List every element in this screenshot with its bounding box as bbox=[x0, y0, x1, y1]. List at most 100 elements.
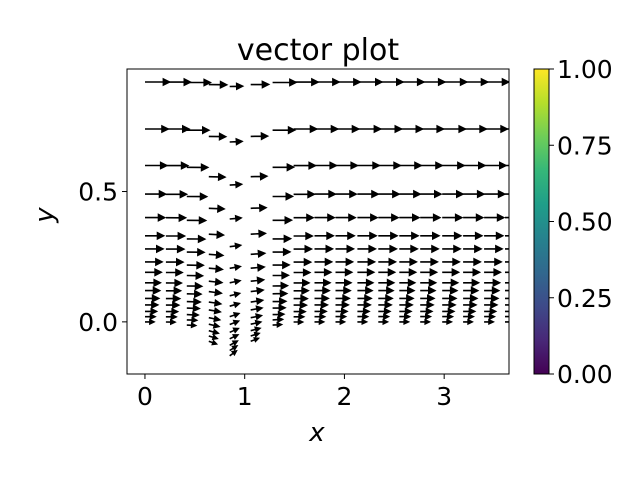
vector-arrow bbox=[463, 286, 480, 295]
vector-arrow bbox=[145, 231, 166, 241]
vector-arrow bbox=[165, 286, 183, 296]
vector-arrow bbox=[314, 231, 335, 241]
vector-arrow bbox=[505, 315, 509, 318]
vector-arrow bbox=[229, 278, 242, 286]
vector-arrow bbox=[335, 213, 357, 222]
vector-arrow bbox=[186, 78, 212, 87]
vector-arrow bbox=[399, 300, 414, 309]
vector-arrow bbox=[399, 124, 425, 134]
vector-arrow bbox=[145, 307, 159, 316]
vector-arrow bbox=[250, 326, 262, 333]
vector-arrow bbox=[484, 257, 503, 267]
vector-arrow bbox=[484, 213, 506, 222]
vector-arrow bbox=[186, 311, 200, 319]
vector-arrow bbox=[272, 281, 290, 291]
vector-arrow bbox=[463, 161, 487, 170]
vector-arrow bbox=[208, 80, 229, 89]
vector-arrow bbox=[378, 278, 396, 288]
vector-arrow bbox=[357, 77, 384, 87]
vector-arrow bbox=[505, 289, 509, 292]
vector-arrow bbox=[357, 307, 371, 316]
vector-arrow bbox=[314, 294, 330, 303]
vector-arrow bbox=[399, 189, 422, 199]
vector-arrow bbox=[314, 161, 338, 170]
vector-arrow bbox=[272, 260, 291, 270]
vector-arrow bbox=[250, 80, 271, 89]
x-tick-label: 3 bbox=[436, 382, 452, 411]
vector-arrow bbox=[378, 213, 400, 222]
vector-arrow bbox=[293, 244, 314, 254]
vector-arrow bbox=[442, 300, 457, 309]
vector-arrow bbox=[505, 297, 509, 300]
vector-arrow bbox=[145, 294, 161, 303]
vector-arrow bbox=[420, 189, 443, 199]
vector-arrow bbox=[293, 278, 311, 288]
vector-arrow bbox=[378, 231, 399, 241]
vector-arrow bbox=[250, 313, 264, 321]
vector-arrow bbox=[229, 214, 243, 223]
vector-arrow bbox=[335, 244, 356, 254]
vector-arrow bbox=[442, 286, 459, 295]
vector-arrow bbox=[335, 300, 350, 309]
vector-arrow bbox=[208, 339, 219, 346]
vector-arrow bbox=[272, 234, 293, 244]
vector-arrow bbox=[186, 163, 210, 172]
vector-arrow bbox=[314, 189, 337, 199]
vector-arrow bbox=[145, 313, 157, 321]
vector-arrow bbox=[314, 124, 340, 134]
y-tick-label: 0.0 bbox=[78, 308, 118, 337]
vector-arrow bbox=[145, 244, 165, 254]
vector-arrow bbox=[442, 278, 460, 288]
vector-arrow bbox=[335, 161, 359, 170]
vector-arrow bbox=[293, 190, 316, 199]
vector-arrow bbox=[505, 81, 509, 83]
vector-arrow bbox=[186, 316, 199, 324]
vector-arrow bbox=[314, 278, 332, 288]
vector-arrow bbox=[378, 318, 390, 326]
vector-arrow bbox=[229, 137, 244, 146]
vector-arrow bbox=[463, 77, 490, 87]
vector-arrow bbox=[484, 268, 502, 277]
vector-arrow bbox=[463, 313, 475, 321]
vector-arrow bbox=[335, 124, 361, 134]
vector-arrow bbox=[484, 231, 505, 241]
vector-arrow bbox=[335, 307, 349, 316]
vector-arrow bbox=[145, 161, 169, 170]
vector-arrow bbox=[293, 161, 317, 170]
vector-arrow bbox=[314, 213, 336, 222]
colorbar-tick-label: 0.25 bbox=[557, 284, 613, 313]
vector-arrow bbox=[186, 234, 207, 244]
vector-arrow bbox=[484, 124, 509, 134]
vector-arrow bbox=[442, 244, 462, 254]
vector-arrow bbox=[378, 189, 401, 199]
vector-arrow bbox=[250, 229, 267, 239]
vector-arrow bbox=[399, 268, 418, 277]
vector-arrow bbox=[293, 231, 314, 241]
vector-arrow bbox=[186, 304, 201, 313]
vector-arrow bbox=[250, 172, 269, 181]
vector-arrow bbox=[229, 319, 241, 327]
vector-arrow bbox=[208, 172, 227, 182]
vector-arrow bbox=[378, 286, 395, 295]
vector-arrow bbox=[399, 307, 413, 316]
vector-arrow bbox=[335, 268, 354, 277]
vector-arrow bbox=[272, 247, 292, 257]
vector-arrow bbox=[208, 315, 222, 323]
vector-arrow bbox=[442, 124, 467, 134]
vector-arrow bbox=[399, 213, 421, 222]
vector-arrow bbox=[335, 318, 347, 326]
vector-arrow bbox=[378, 294, 394, 303]
vector-arrow bbox=[272, 297, 288, 306]
vector-arrow bbox=[399, 244, 419, 254]
vector-arrow bbox=[463, 318, 474, 326]
vector-arrow bbox=[250, 203, 268, 213]
vector-arrow bbox=[186, 192, 209, 201]
vector-arrow bbox=[314, 300, 330, 309]
vector-arrow bbox=[335, 278, 353, 288]
vector-arrow bbox=[442, 213, 464, 222]
vector-arrow bbox=[165, 190, 189, 199]
vector-arrow bbox=[272, 316, 285, 324]
vector-arrow bbox=[208, 321, 221, 329]
y-axis-ticks: 0.0 0.5 bbox=[78, 178, 127, 337]
vector-arrow bbox=[505, 248, 509, 250]
